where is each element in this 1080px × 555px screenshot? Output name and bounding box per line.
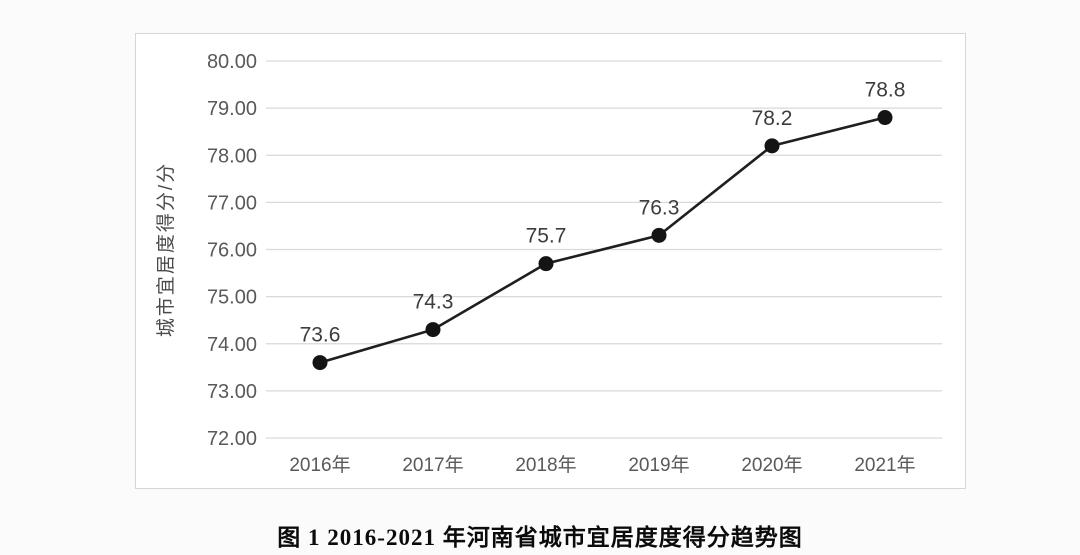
data-point (538, 256, 554, 272)
y-tick-label: 74.00 (207, 334, 257, 356)
y-tick-label: 78.00 (207, 145, 257, 167)
data-point (651, 227, 667, 243)
data-point (312, 355, 328, 371)
data-point (877, 110, 893, 126)
y-tick-label: 80.00 (207, 51, 257, 73)
y-axis-title: 城市宜居度得分/分 (155, 162, 177, 337)
data-point-label: 78.8 (865, 79, 906, 102)
y-tick-label: 72.00 (207, 428, 257, 450)
y-tick-label: 79.00 (207, 98, 257, 120)
data-point-label: 73.6 (300, 324, 341, 347)
x-tick-label: 2019年 (628, 454, 689, 476)
x-tick-label: 2017年 (402, 454, 463, 476)
line-chart: 80.00 79.00 78.00 77.00 76.00 75.00 74.00 73.00… (155, 51, 942, 476)
y-tick-label: 75.00 (207, 287, 257, 309)
chart-panel: 80.00 79.00 78.00 77.00 76.00 75.00 74.00 73.00… (135, 33, 966, 489)
y-tick-label: 77.00 (207, 192, 257, 214)
data-point-label: 74.3 (413, 291, 454, 314)
data-point (764, 138, 780, 154)
x-tick-label: 2021年 (854, 454, 915, 476)
figure-caption: 图 1 2016-2021 年河南省城市宜居度度得分趋势图 (277, 525, 803, 550)
x-tick-label: 2018年 (515, 454, 576, 476)
y-tick-label: 73.00 (207, 381, 257, 403)
data-point-label: 75.7 (526, 225, 567, 248)
x-tick-label: 2016年 (289, 454, 350, 476)
y-tick-label: 76.00 (207, 240, 257, 262)
data-point-label: 78.2 (752, 107, 793, 130)
data-point (425, 322, 441, 338)
data-point-label: 76.3 (639, 196, 680, 219)
x-tick-label: 2020年 (741, 454, 802, 476)
series-line (319, 116, 886, 364)
